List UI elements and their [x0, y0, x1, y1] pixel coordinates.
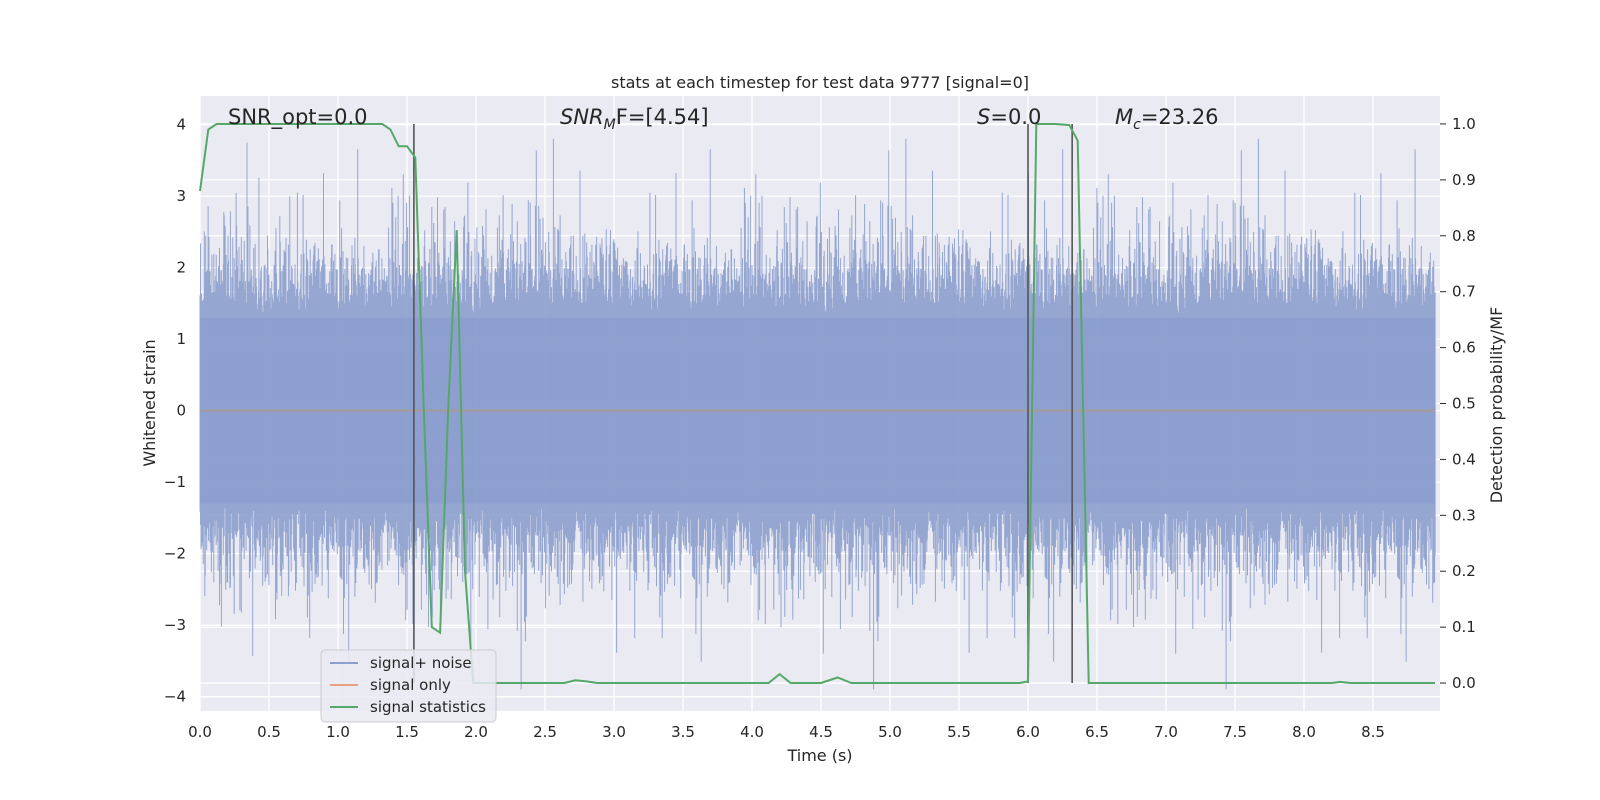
x-tick-label: 4.5 [809, 723, 833, 741]
y-tick-label: 3 [176, 187, 186, 205]
y2-tick-label: 0.0 [1452, 674, 1476, 692]
annotation-mc-sub: c [1133, 117, 1141, 133]
x-tick-label: 6.0 [1016, 723, 1040, 741]
annotation-mc-name: M [1115, 105, 1133, 129]
x-axis-ticks: 0.0 0.5 1.0 1.5 2.0 2.5 3.0 3.5 4.0 4.5 5.0 5.5 6.0 6… [188, 723, 1385, 741]
annotation-snr-mf: SNRMF=[4.54] [560, 105, 709, 133]
y2-tick-label: 0.3 [1452, 506, 1476, 524]
y-tick-label: −3 [164, 616, 186, 634]
x-tick-label: 0.5 [257, 723, 281, 741]
x-tick-label: 7.5 [1223, 723, 1247, 741]
y-tick-label: 0 [176, 402, 186, 420]
x-tick-label: 3.5 [671, 723, 695, 741]
y2-axis-label: Detection probability/MF [1487, 307, 1506, 504]
annotation-snr-mf-sub: M [604, 117, 616, 133]
y-tick-label: −1 [164, 473, 186, 491]
y2-tick-label: 0.2 [1452, 562, 1476, 580]
y-tick-label: −4 [164, 688, 186, 706]
legend-box [320, 649, 497, 723]
x-tick-label: 7.0 [1154, 723, 1178, 741]
x-tick-label: 5.5 [947, 723, 971, 741]
x-tick-label: 2.5 [533, 723, 557, 741]
y-tick-label: 2 [176, 259, 186, 277]
y2-tick-label: 0.8 [1452, 227, 1476, 245]
annotation-s: S=0.0 [977, 105, 1041, 129]
x-tick-label: 8.5 [1361, 723, 1385, 741]
x-axis-label: Time (s) [786, 746, 852, 765]
x-tick-label: 5.0 [878, 723, 902, 741]
annotation-s-rest: =0.0 [990, 105, 1041, 129]
y2-tick-label: 0.6 [1452, 339, 1476, 357]
y-tick-label: −2 [164, 545, 186, 563]
annotation-snr-opt: SNR_opt=0.0 [228, 105, 368, 130]
annotation-mc: Mc=23.26 [1115, 105, 1219, 133]
y-tick-label: 4 [176, 116, 186, 134]
x-tick-label: 8.0 [1292, 723, 1316, 741]
legend-label-signal-noise: signal+ noise [370, 654, 472, 672]
x-tick-label: 1.5 [395, 723, 419, 741]
legend: signal+ noise signal only signal statist… [320, 649, 497, 723]
y-tick-label: 1 [176, 330, 186, 348]
y2-axis-ticks: 0.0 0.1 0.2 0.3 0.4 0.5 0.6 0.7 0.8 0.9 1.0 [1440, 115, 1476, 692]
x-tick-label: 4.0 [740, 723, 764, 741]
x-tick-label: 1.0 [326, 723, 350, 741]
chart-title: stats at each timestep for test data 977… [611, 73, 1029, 92]
annotation-mc-rest: =23.26 [1141, 105, 1219, 129]
series-signal-statistics [199, 123, 1436, 684]
y2-tick-label: 1.0 [1452, 115, 1476, 133]
annotation-snr-mf-name: SNR [560, 105, 604, 129]
legend-label-signal-statistics: signal statistics [370, 698, 486, 716]
x-tick-label: 2.0 [464, 723, 488, 741]
y2-tick-label: 0.5 [1452, 395, 1476, 413]
annotation-s-name: S [977, 105, 990, 129]
x-tick-label: 3.0 [602, 723, 626, 741]
legend-label-signal-only: signal only [370, 676, 451, 694]
y2-tick-label: 0.9 [1452, 171, 1476, 189]
y2-tick-label: 0.4 [1452, 450, 1476, 468]
y-axis-label: Whitened strain [140, 339, 159, 466]
y2-tick-label: 0.7 [1452, 283, 1476, 301]
y-axis-ticks: −4 −3 −2 −1 0 1 2 3 4 [164, 116, 186, 706]
y2-tick-label: 0.1 [1452, 618, 1476, 636]
annotation-snr-mf-rest: F=[4.54] [616, 105, 709, 129]
x-tick-label: 6.5 [1085, 723, 1109, 741]
x-tick-label: 0.0 [188, 723, 212, 741]
vertical-markers [413, 123, 1073, 684]
